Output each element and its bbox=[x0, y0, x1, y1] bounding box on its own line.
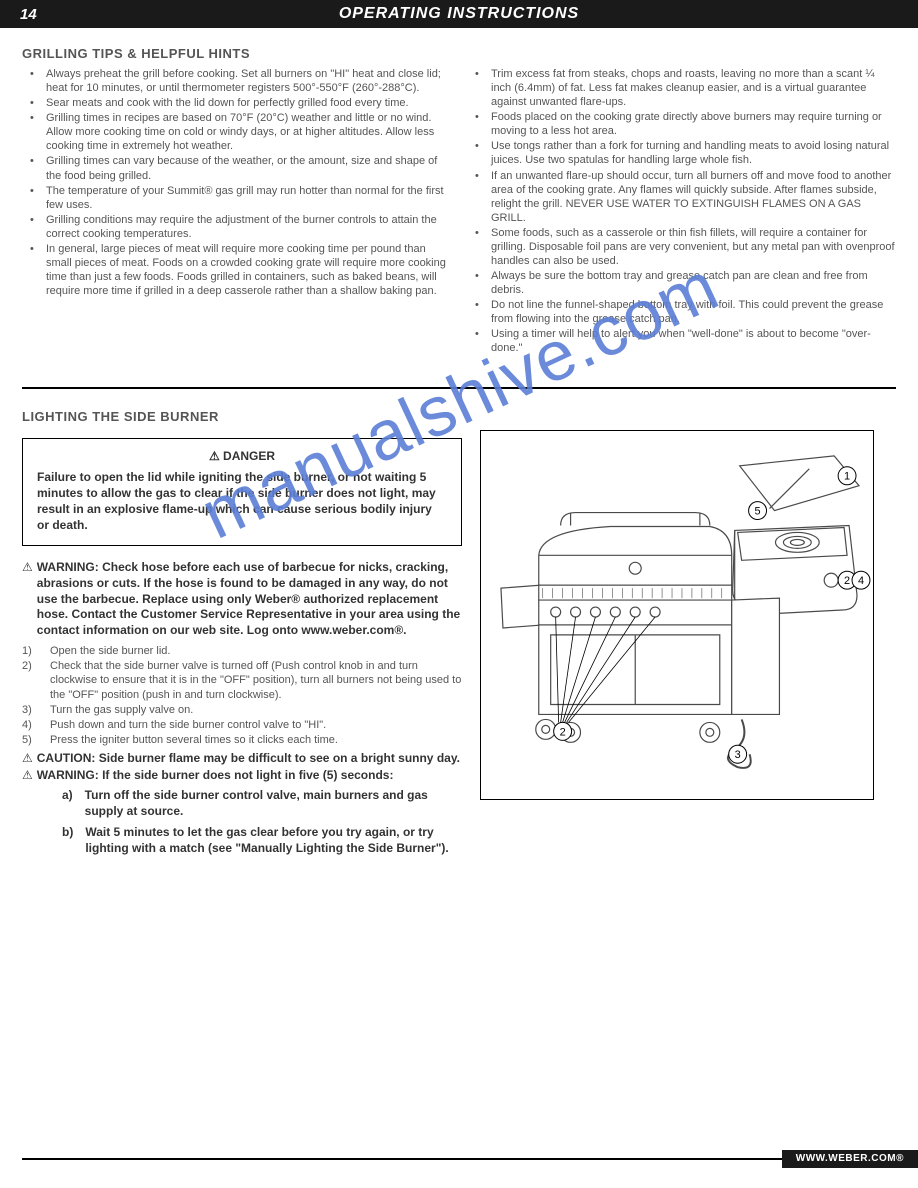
bullet-item: Always be sure the bottom tray and greas… bbox=[467, 269, 896, 297]
bullet-item: Sear meats and cook with the lid down fo… bbox=[22, 96, 451, 110]
bullet-item: Always preheat the grill before cooking.… bbox=[22, 67, 451, 95]
sub-a-text: Turn off the side burner control valve, … bbox=[85, 788, 462, 819]
grill-svg: 1 5 2 4 2 3 bbox=[481, 431, 873, 799]
sub-step-a: a) Turn off the side burner control valv… bbox=[62, 788, 462, 819]
bullet-item: Grilling times can vary because of the w… bbox=[22, 154, 451, 182]
step-text: Turn the gas supply valve on. bbox=[50, 703, 193, 717]
step-num: 4) bbox=[22, 718, 40, 732]
caution-text: CAUTION: Side burner flame may be diffic… bbox=[37, 751, 460, 767]
grill-diagram: 1 5 2 4 2 3 bbox=[480, 430, 874, 800]
bullet-item: In general, large pieces of meat will re… bbox=[22, 242, 451, 298]
warning-icon: ⚠ bbox=[22, 751, 33, 767]
bullet-item: Trim excess fat from steaks, chops and r… bbox=[467, 67, 896, 109]
step-num: 2) bbox=[22, 659, 40, 701]
sub-step-b: b) Wait 5 minutes to let the gas clear b… bbox=[62, 825, 462, 856]
right-bullet-list: Trim excess fat from steaks, chops and r… bbox=[467, 67, 896, 356]
sub-letter: a) bbox=[62, 788, 73, 819]
bullet-item: Foods placed on the cooking grate direct… bbox=[467, 110, 896, 138]
bullet-item: Grilling conditions may require the adju… bbox=[22, 213, 451, 241]
section-divider bbox=[22, 387, 896, 389]
step-item: 3) Turn the gas supply valve on. bbox=[22, 703, 462, 717]
sub-b-text: Wait 5 minutes to let the gas clear befo… bbox=[85, 825, 462, 856]
lighting-heading: LIGHTING THE SIDE BURNER bbox=[22, 409, 896, 424]
footer-label: WWW.WEBER.COM® bbox=[782, 1150, 918, 1168]
bullet-item: Using a timer will help to alert you whe… bbox=[467, 327, 896, 355]
grilling-left-col: Always preheat the grill before cooking.… bbox=[22, 67, 451, 357]
step-text: Push down and turn the side burner contr… bbox=[50, 718, 326, 732]
step-num: 1) bbox=[22, 644, 40, 658]
header-title: OPERATING INSTRUCTIONS bbox=[339, 5, 579, 23]
sub-letter: b) bbox=[62, 825, 73, 856]
page-number: 14 bbox=[20, 6, 37, 23]
danger-title: ⚠ DANGER bbox=[37, 449, 447, 463]
warning-2-text: WARNING: If the side burner does not lig… bbox=[37, 768, 394, 784]
warning-1: ⚠ WARNING: Check hose before each use of… bbox=[22, 560, 462, 638]
callout-1: 1 bbox=[844, 470, 850, 482]
step-item: 4) Push down and turn the side burner con… bbox=[22, 718, 462, 732]
step-num: 3) bbox=[22, 703, 40, 717]
callout-4: 4 bbox=[858, 575, 864, 587]
lighting-right: 1 5 2 4 2 3 bbox=[480, 430, 896, 863]
grilling-right-col: Trim excess fat from steaks, chops and r… bbox=[467, 67, 896, 357]
step-item: 2)Check that the side burner valve is tu… bbox=[22, 659, 462, 701]
callout-3: 3 bbox=[735, 749, 741, 761]
callout-2b: 2 bbox=[844, 575, 850, 587]
caution-block: ⚠ CAUTION: Side burner flame may be diff… bbox=[22, 751, 462, 767]
grilling-columns: Always preheat the grill before cooking.… bbox=[22, 67, 896, 357]
step-item: 1) Open the side burner lid. bbox=[22, 644, 462, 658]
step-text: Check that the side burner valve is turn… bbox=[50, 659, 462, 701]
lighting-left: ⚠ DANGER Failure to open the lid while i… bbox=[22, 430, 462, 863]
sub-steps: a) Turn off the side burner control valv… bbox=[22, 788, 462, 856]
step-num: 5) bbox=[22, 733, 40, 747]
step-text: Press the igniter button several times s… bbox=[50, 733, 338, 747]
danger-box: ⚠ DANGER Failure to open the lid while i… bbox=[22, 438, 462, 547]
danger-text: Failure to open the lid while igniting t… bbox=[37, 469, 447, 534]
bullet-item: Grilling times in recipes are based on 7… bbox=[22, 111, 451, 153]
callout-2: 2 bbox=[560, 726, 566, 738]
bullet-item: If an unwanted flare-up should occur, tu… bbox=[467, 169, 896, 225]
grilling-heading: GRILLING TIPS & HELPFUL HINTS bbox=[22, 46, 896, 61]
bullet-item: Use tongs rather than a fork for turning… bbox=[467, 139, 896, 167]
warning-icon: ⚠ bbox=[22, 560, 33, 638]
step-item: 5) Press the igniter button several times… bbox=[22, 733, 462, 747]
left-bullet-list: Always preheat the grill before cooking.… bbox=[22, 67, 451, 298]
warning-1-text: WARNING: Check hose before each use of b… bbox=[37, 560, 462, 638]
header-bar: 14 OPERATING INSTRUCTIONS bbox=[0, 0, 918, 28]
steps-list: 1) Open the side burner lid. 2)Check that… bbox=[22, 644, 462, 747]
content: GRILLING TIPS & HELPFUL HINTS Always pre… bbox=[0, 28, 918, 862]
bullet-item: Do not line the funnel-shaped bottom tra… bbox=[467, 298, 896, 326]
warning-icon: ⚠ bbox=[22, 768, 33, 784]
step-text: Open the side burner lid. bbox=[50, 644, 170, 658]
callout-5: 5 bbox=[755, 505, 761, 517]
bullet-item: The temperature of your Summit® gas gril… bbox=[22, 184, 451, 212]
footer-bar: WWW.WEBER.COM® bbox=[22, 1150, 918, 1168]
warning-2: ⚠ WARNING: If the side burner does not l… bbox=[22, 768, 462, 784]
bullet-item: Some foods, such as a casserole or thin … bbox=[467, 226, 896, 268]
footer-line bbox=[22, 1158, 782, 1168]
lighting-section: ⚠ DANGER Failure to open the lid while i… bbox=[22, 430, 896, 863]
